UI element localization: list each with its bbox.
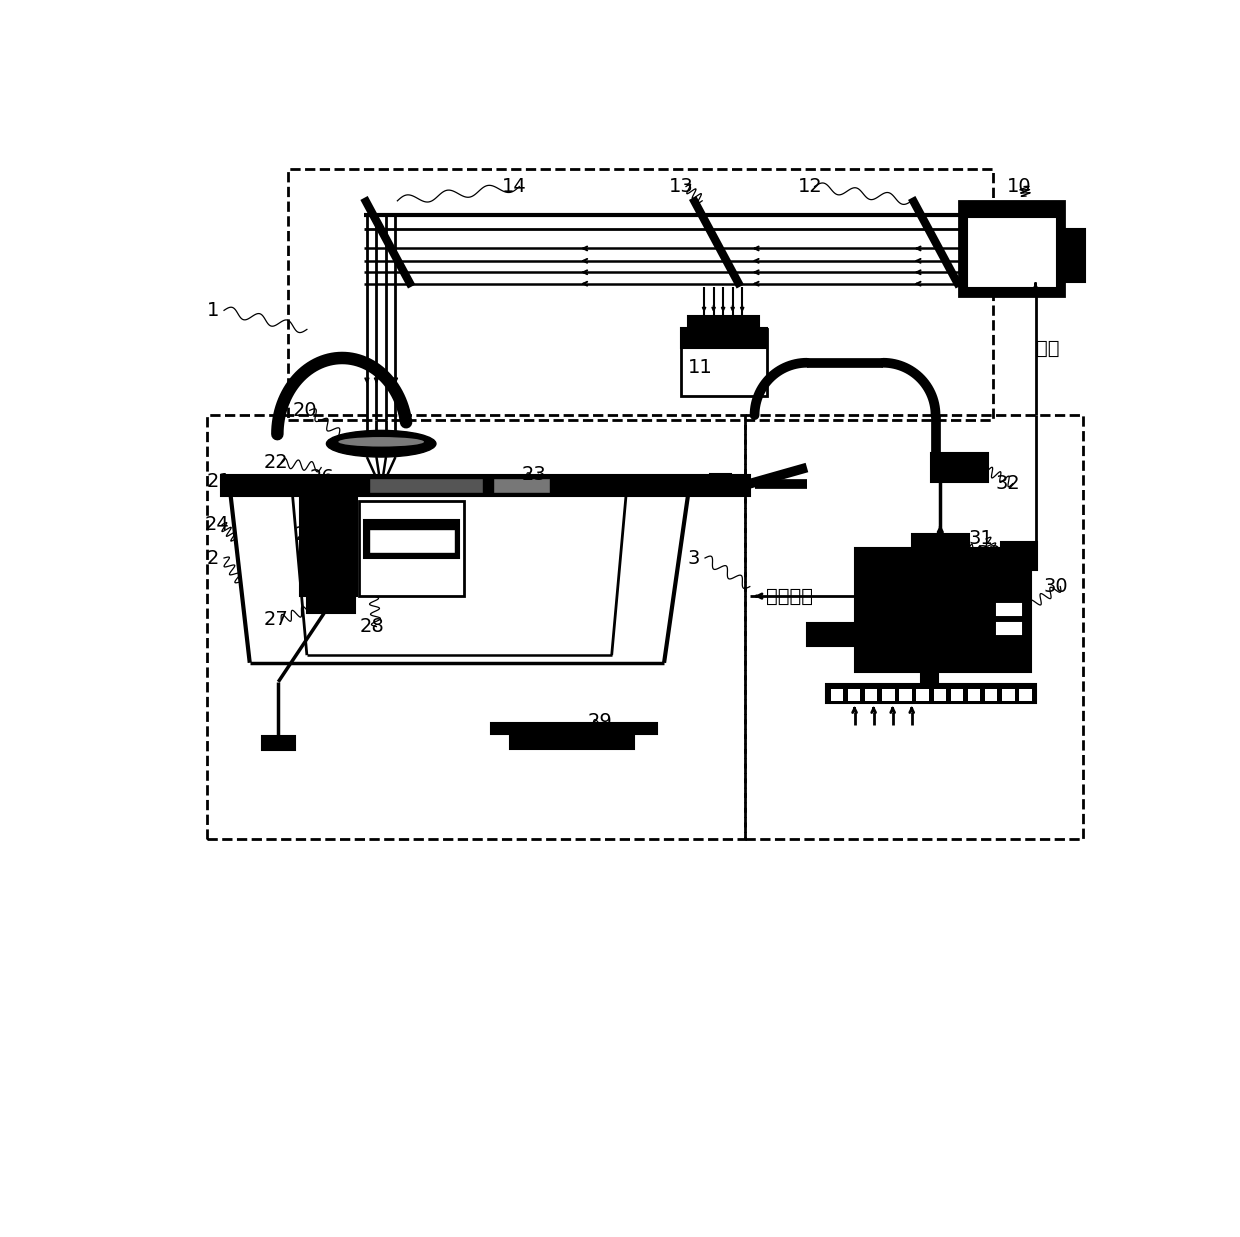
Bar xyxy=(985,689,997,701)
Bar xyxy=(967,216,1058,288)
Bar xyxy=(360,501,464,596)
Bar xyxy=(951,689,963,701)
Bar xyxy=(997,622,1022,635)
Text: 26: 26 xyxy=(310,468,335,486)
Bar xyxy=(368,477,484,494)
Text: 14: 14 xyxy=(502,177,527,195)
Bar xyxy=(368,529,455,553)
Text: 11: 11 xyxy=(688,357,713,377)
Bar xyxy=(365,520,459,558)
Bar xyxy=(968,689,981,701)
Bar xyxy=(934,689,946,701)
Text: 24: 24 xyxy=(205,515,229,534)
Bar xyxy=(1019,689,1032,701)
Bar xyxy=(997,604,1022,615)
Text: 32: 32 xyxy=(996,474,1021,494)
Text: 30: 30 xyxy=(1043,578,1068,596)
Bar xyxy=(681,328,768,349)
Text: 27: 27 xyxy=(264,610,289,630)
Ellipse shape xyxy=(339,437,424,447)
Text: 10: 10 xyxy=(1007,177,1032,195)
Bar xyxy=(916,689,929,701)
Bar xyxy=(960,200,1064,296)
Bar xyxy=(807,622,853,646)
Bar xyxy=(931,453,988,482)
Bar xyxy=(862,559,1022,666)
Bar xyxy=(306,593,355,614)
Bar xyxy=(510,731,634,748)
Bar xyxy=(709,474,730,491)
Bar xyxy=(866,689,878,701)
Text: 光声信号: 光声信号 xyxy=(921,630,968,648)
Bar xyxy=(911,534,968,563)
Bar xyxy=(1002,689,1014,701)
Bar xyxy=(310,477,339,501)
Bar xyxy=(207,416,745,839)
Bar xyxy=(745,416,1084,839)
Text: 23: 23 xyxy=(521,465,546,484)
Text: 电机控制: 电机控制 xyxy=(766,586,813,606)
Bar xyxy=(882,689,894,701)
Text: 21: 21 xyxy=(207,473,232,491)
Bar xyxy=(288,169,993,419)
Bar xyxy=(921,669,939,687)
Bar xyxy=(262,736,295,751)
Text: 触发信号: 触发信号 xyxy=(911,579,959,597)
Text: 31: 31 xyxy=(968,529,993,548)
Text: 12: 12 xyxy=(797,177,822,195)
Bar xyxy=(899,689,911,701)
Text: 29: 29 xyxy=(588,713,613,731)
Text: 13: 13 xyxy=(668,177,693,195)
Bar xyxy=(826,684,1035,703)
Text: 33: 33 xyxy=(976,544,1001,563)
Bar xyxy=(681,329,768,396)
Text: 20: 20 xyxy=(293,401,317,419)
Text: 28: 28 xyxy=(360,617,384,636)
Text: 1: 1 xyxy=(207,301,219,320)
Text: 控制: 控制 xyxy=(1035,339,1059,357)
Text: 34: 34 xyxy=(921,648,946,668)
Ellipse shape xyxy=(326,430,436,456)
Text: 3: 3 xyxy=(688,548,701,568)
Bar xyxy=(1064,229,1085,282)
Bar xyxy=(859,622,905,646)
Bar xyxy=(491,722,657,735)
Text: 22: 22 xyxy=(264,453,289,473)
Bar xyxy=(831,689,843,701)
Bar xyxy=(688,317,759,332)
Bar xyxy=(221,475,750,496)
Bar xyxy=(492,477,549,494)
Bar xyxy=(1001,542,1038,570)
Bar xyxy=(848,689,861,701)
Text: 25: 25 xyxy=(295,524,320,544)
Bar xyxy=(300,494,357,596)
Bar xyxy=(854,548,1030,673)
Text: 2: 2 xyxy=(207,548,219,568)
